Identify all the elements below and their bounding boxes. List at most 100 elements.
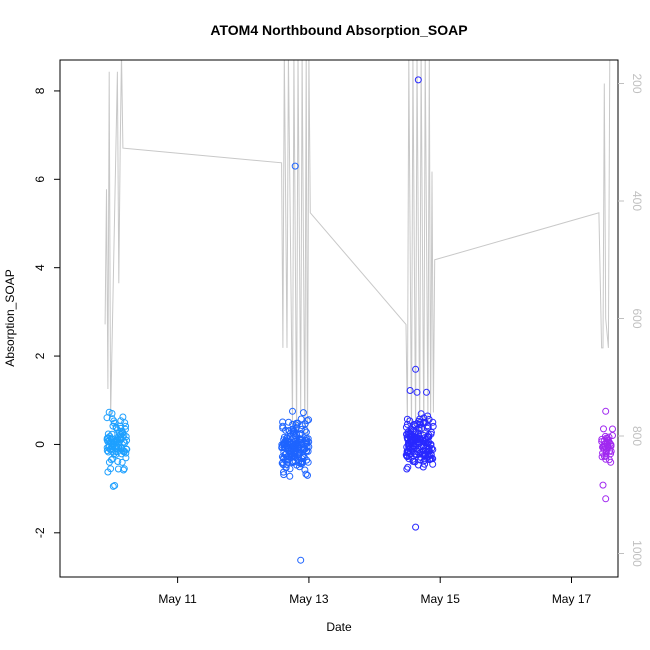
data-point [291,162,299,170]
data-point [282,464,290,471]
data-point [117,431,125,439]
data-point [429,422,437,430]
secondary-y-axis: 200 400 600 800 1000 [618,73,644,567]
data-point [289,429,297,437]
data-point [303,447,311,455]
data-point [293,461,301,469]
data-point [414,76,422,84]
points-layer [103,76,616,564]
data-point [108,415,116,423]
data-point [283,434,291,442]
data-point [301,466,309,474]
y-axis: -2 0 2 4 6 8 [33,87,60,538]
y2-tick-label: 600 [630,308,644,328]
data-point [108,430,116,438]
data-point [414,461,422,469]
data-point [403,452,411,460]
data-point [120,466,127,474]
data-point [302,470,310,478]
data-point [600,425,607,433]
data-point [109,448,116,456]
data-point [280,471,288,479]
data-point [123,445,131,453]
data-point [303,417,311,425]
x-tick-label: May 17 [552,592,592,606]
data-point [405,448,413,455]
data-point [114,458,122,465]
data-point [602,407,610,415]
data-point [404,439,412,447]
data-point [413,388,421,396]
data-point [121,447,129,455]
data-point [301,426,309,434]
data-point [286,465,294,473]
y-axis-label: Absorption_SOAP [3,269,17,366]
data-point [607,441,615,449]
data-point [602,452,610,460]
data-point [115,429,123,437]
data-point [429,460,437,468]
data-point [402,423,410,431]
data-point [406,431,414,438]
plot-frame [59,59,619,578]
y2-tick-label: 200 [630,73,644,93]
data-point [607,458,615,466]
data-point [403,465,411,473]
data-point [403,415,411,423]
x-tick-label: May 13 [289,592,329,606]
data-point [287,438,295,446]
data-point [111,482,119,489]
data-point [114,426,121,434]
data-point [118,458,126,466]
data-point [416,418,424,426]
data-point [599,481,607,489]
data-point [279,418,287,426]
data-point [425,431,433,439]
data-point [118,427,126,435]
data-point [423,388,430,396]
data-point [403,420,411,428]
data-point [289,420,297,428]
data-point [119,413,127,421]
data-point [424,423,432,431]
data-point [419,419,427,427]
data-point [420,451,428,459]
y2-tick-label: 800 [630,426,644,446]
data-point [294,419,302,427]
data-point [402,451,410,459]
data-point [304,447,312,455]
data-point [419,442,427,450]
data-point [420,414,428,422]
data-point [304,471,311,479]
data-point [290,427,298,435]
data-point [410,457,418,465]
data-point [607,447,615,455]
data-point [603,434,610,442]
data-point [427,450,435,458]
data-point [285,427,293,435]
data-point [429,418,437,426]
data-point [291,443,299,451]
data-point [117,417,125,425]
data-point [107,465,115,473]
x-axis-label: Date [326,620,352,634]
data-point [297,425,305,433]
data-point [278,459,286,467]
data-point [122,454,130,462]
y-tick-label: 2 [33,352,47,359]
data-point [305,438,313,446]
y-tick-label: 8 [33,87,47,94]
data-point [108,410,116,417]
data-point [120,465,128,473]
data-point [297,556,305,564]
data-point [289,407,296,415]
secondary-line-layer [104,60,611,448]
y-tick-label: 6 [33,176,47,183]
data-point [424,412,432,420]
data-point [412,523,420,531]
x-tick-label: May 15 [421,592,461,606]
data-point [105,458,113,466]
data-point [609,425,616,433]
data-point [122,422,130,430]
